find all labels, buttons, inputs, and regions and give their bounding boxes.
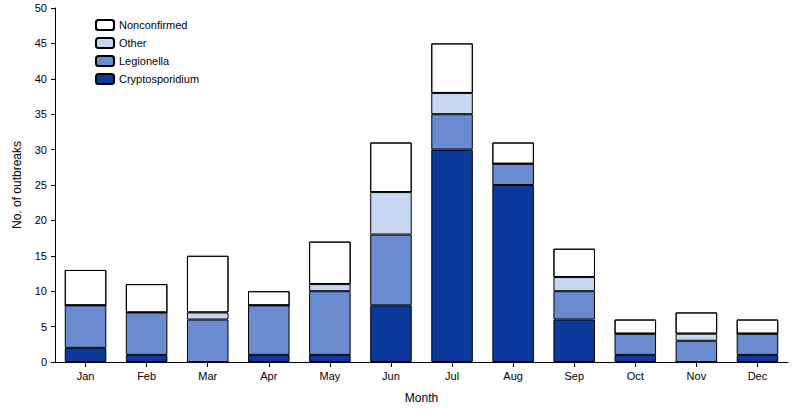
svg-text:15: 15 [35, 250, 47, 262]
svg-text:Month: Month [405, 391, 438, 405]
svg-text:Apr: Apr [260, 370, 277, 382]
svg-text:40: 40 [35, 73, 47, 85]
svg-text:10: 10 [35, 285, 47, 297]
svg-text:Aug: Aug [503, 370, 523, 382]
svg-text:Jul: Jul [445, 370, 459, 382]
svg-text:20: 20 [35, 214, 47, 226]
svg-text:0: 0 [41, 356, 47, 368]
svg-text:Cryptosporidium: Cryptosporidium [119, 73, 199, 85]
svg-text:35: 35 [35, 108, 47, 120]
svg-text:Other: Other [119, 37, 147, 49]
svg-text:50: 50 [35, 2, 47, 14]
svg-text:Feb: Feb [137, 370, 156, 382]
svg-text:Sep: Sep [564, 370, 584, 382]
svg-text:No. of outbreaks: No. of outbreaks [10, 141, 24, 229]
svg-text:25: 25 [35, 179, 47, 191]
svg-text:Dec: Dec [748, 370, 768, 382]
svg-text:Nov: Nov [687, 370, 707, 382]
svg-text:Jun: Jun [382, 370, 400, 382]
svg-text:May: May [319, 370, 340, 382]
svg-text:45: 45 [35, 37, 47, 49]
svg-text:Mar: Mar [198, 370, 217, 382]
svg-text:5: 5 [41, 321, 47, 333]
svg-text:Legionella: Legionella [119, 55, 170, 67]
svg-text:Nonconfirmed: Nonconfirmed [119, 19, 187, 31]
svg-text:30: 30 [35, 144, 47, 156]
svg-text:Jan: Jan [77, 370, 95, 382]
svg-text:Oct: Oct [627, 370, 644, 382]
